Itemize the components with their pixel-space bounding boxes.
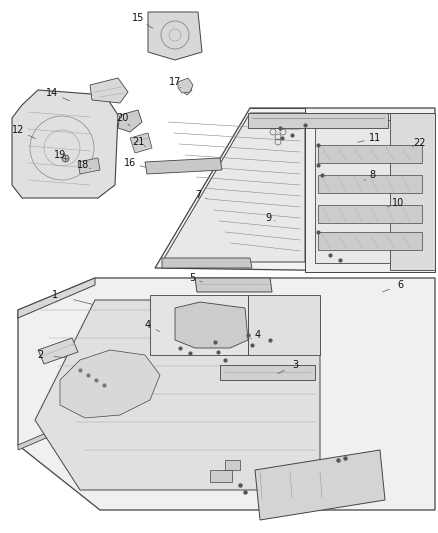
Polygon shape (315, 120, 428, 263)
Polygon shape (150, 295, 248, 355)
Polygon shape (130, 133, 152, 153)
Polygon shape (178, 80, 192, 95)
Polygon shape (162, 258, 252, 268)
Text: 16: 16 (124, 158, 136, 168)
Polygon shape (195, 278, 272, 292)
Text: 6: 6 (397, 280, 403, 290)
Polygon shape (18, 410, 100, 450)
Text: 8: 8 (369, 170, 375, 180)
Polygon shape (248, 295, 320, 355)
Polygon shape (38, 338, 78, 364)
Text: 20: 20 (116, 113, 128, 123)
Polygon shape (78, 158, 100, 174)
Text: 14: 14 (46, 88, 58, 98)
Polygon shape (390, 113, 435, 270)
Polygon shape (18, 278, 95, 318)
Polygon shape (155, 108, 435, 272)
Text: 21: 21 (132, 137, 144, 147)
Polygon shape (162, 113, 305, 262)
Polygon shape (145, 158, 222, 174)
Polygon shape (318, 145, 422, 163)
Polygon shape (318, 175, 422, 193)
Polygon shape (255, 450, 385, 520)
Polygon shape (318, 232, 422, 250)
Text: 1: 1 (52, 290, 58, 300)
Text: 15: 15 (132, 13, 144, 23)
Text: 19: 19 (54, 150, 66, 160)
Polygon shape (175, 302, 248, 348)
Text: 3: 3 (292, 360, 298, 370)
Polygon shape (148, 12, 202, 60)
Bar (225, 460, 240, 470)
Text: 5: 5 (189, 273, 195, 283)
Polygon shape (90, 78, 128, 103)
Polygon shape (220, 365, 315, 380)
Text: 17: 17 (169, 77, 181, 87)
Polygon shape (60, 350, 160, 418)
Polygon shape (318, 205, 422, 223)
Text: 2: 2 (37, 350, 43, 360)
Text: 11: 11 (369, 133, 381, 143)
Polygon shape (118, 110, 142, 132)
Text: 22: 22 (414, 138, 426, 148)
Text: 18: 18 (77, 160, 89, 170)
Text: 10: 10 (392, 198, 404, 208)
Text: 7: 7 (195, 190, 201, 200)
Bar (210, 470, 232, 482)
Polygon shape (12, 90, 118, 198)
Polygon shape (305, 113, 435, 272)
Text: 12: 12 (12, 125, 24, 135)
Text: 9: 9 (265, 213, 271, 223)
Polygon shape (178, 78, 193, 93)
Polygon shape (248, 113, 388, 128)
Polygon shape (35, 300, 320, 490)
Polygon shape (18, 278, 435, 510)
Text: 4: 4 (255, 330, 261, 340)
Text: 4: 4 (145, 320, 151, 330)
